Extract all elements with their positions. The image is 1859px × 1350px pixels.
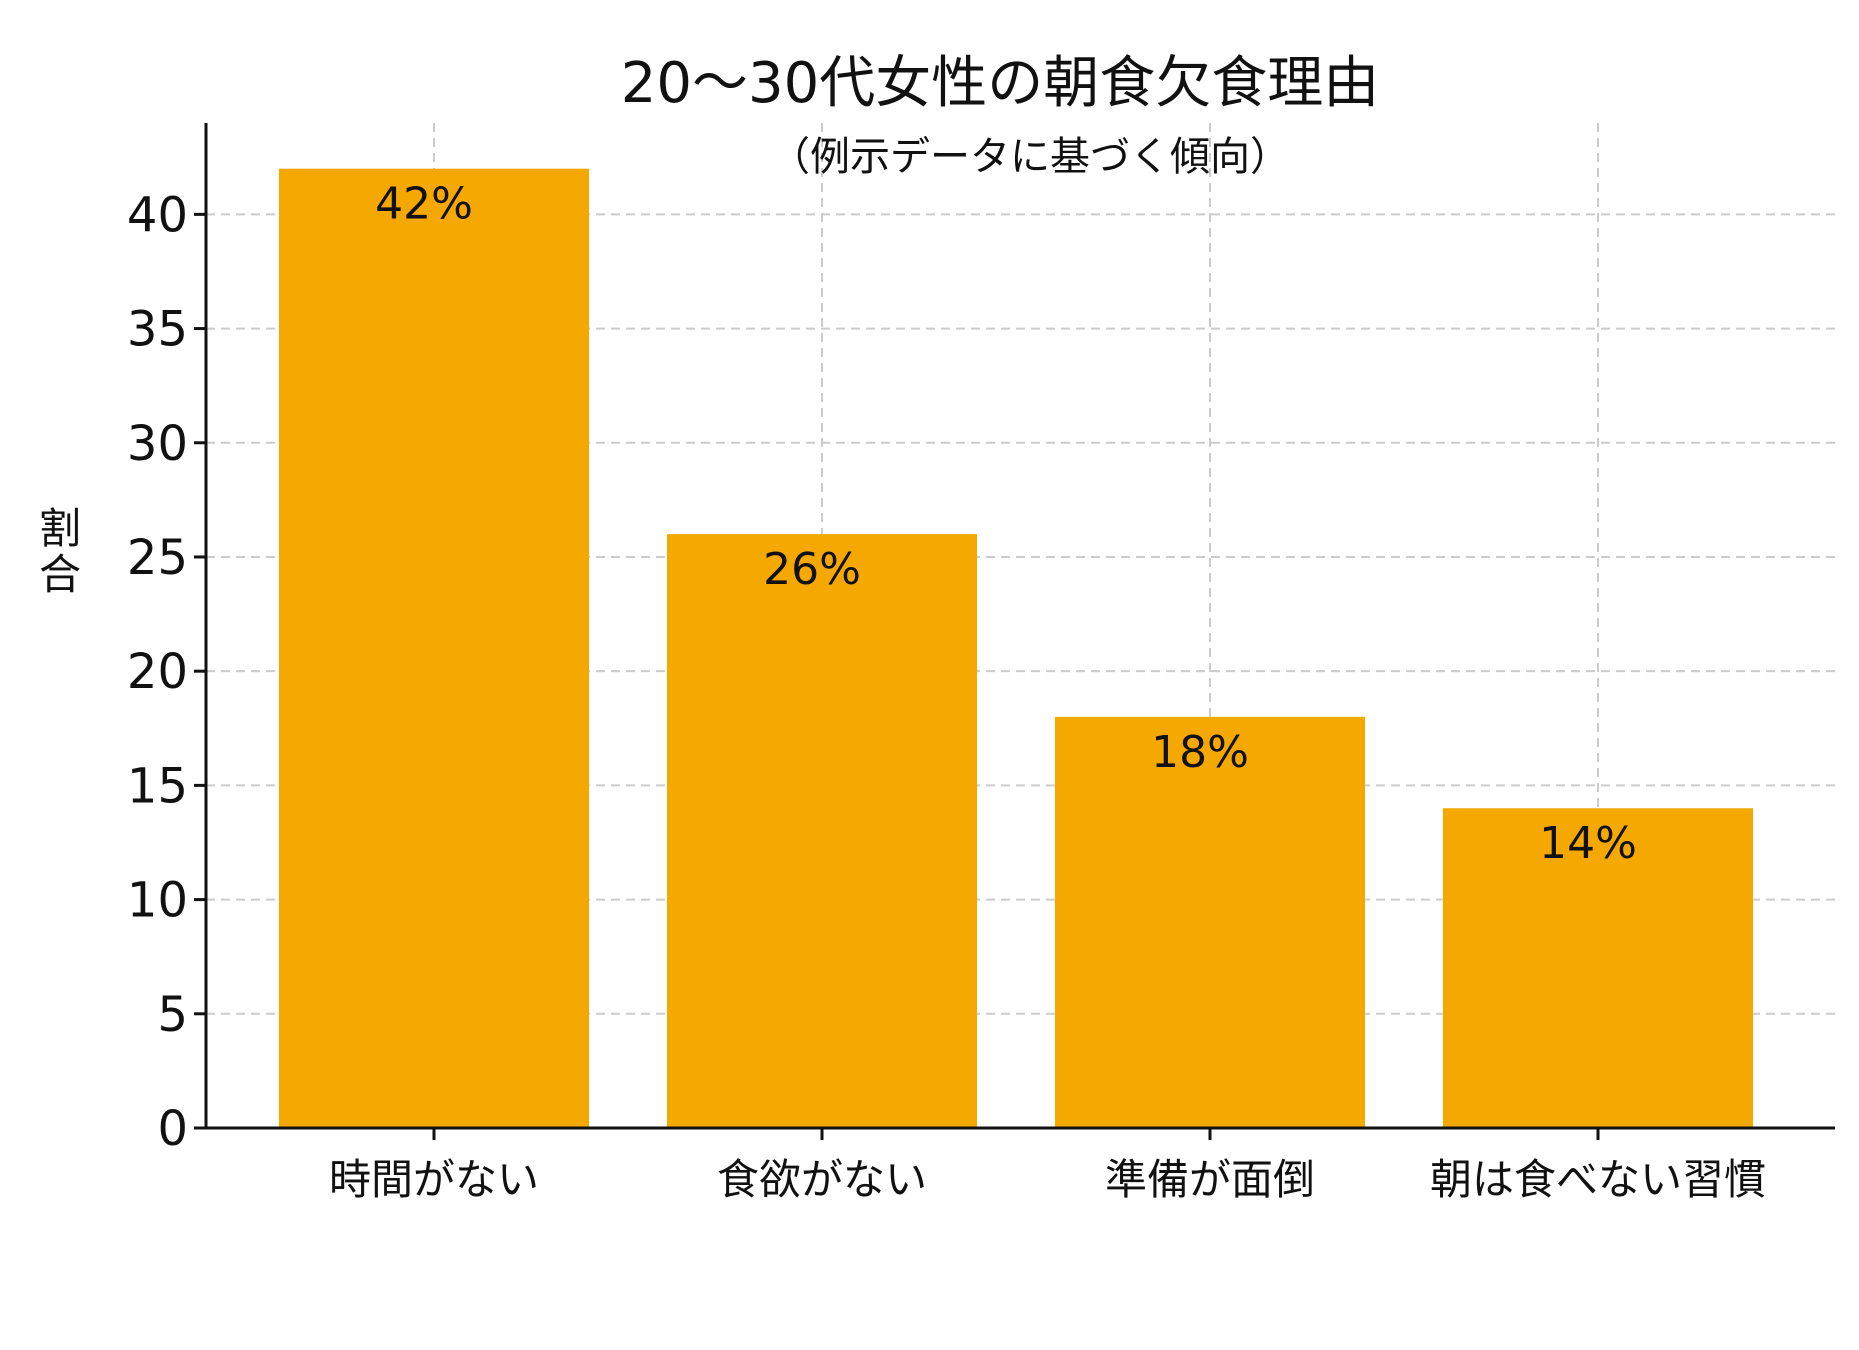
y-tick-label: 40 — [127, 187, 188, 243]
x-tick-label: 朝は食べない習慣 — [1430, 1155, 1766, 1204]
bar — [667, 534, 977, 1128]
y-axis-label-char: 合 — [39, 550, 81, 599]
bar — [1055, 716, 1365, 1128]
bar — [1443, 808, 1753, 1128]
y-tick-label: 10 — [127, 873, 188, 929]
y-tick-label: 20 — [127, 644, 188, 700]
x-tick-label: 食欲がない — [717, 1155, 927, 1204]
y-axis-label-char: 割 — [39, 504, 81, 553]
axes — [194, 123, 1835, 1140]
x-tick-label: 準備が面倒 — [1105, 1155, 1315, 1204]
y-tick-label: 0 — [157, 1101, 188, 1157]
chart-title: 20～30代女性の朝食欠食理由 — [621, 51, 1380, 116]
data-label: 42% — [375, 179, 473, 230]
y-tick-label: 5 — [157, 987, 188, 1043]
bars — [279, 168, 1753, 1128]
y-axis-label: 割合 — [39, 504, 81, 599]
y-tick-label: 25 — [127, 530, 188, 586]
chart-subtitle: （例示データに基づく傾向） — [770, 134, 1290, 180]
bar — [279, 168, 589, 1128]
y-tick-label: 15 — [127, 758, 188, 814]
data-label: 14% — [1539, 818, 1637, 869]
data-label: 18% — [1151, 727, 1249, 778]
y-tick-label: 30 — [127, 416, 188, 472]
y-tick-label: 35 — [127, 302, 188, 358]
x-tick-label: 時間がない — [329, 1155, 539, 1204]
labels: 0 5 10 15 20 25 30 35 40 時間がない 食欲がない 準備が面倒 朝は食べない習慣 4… — [39, 179, 1766, 1204]
data-label: 26% — [763, 544, 861, 595]
